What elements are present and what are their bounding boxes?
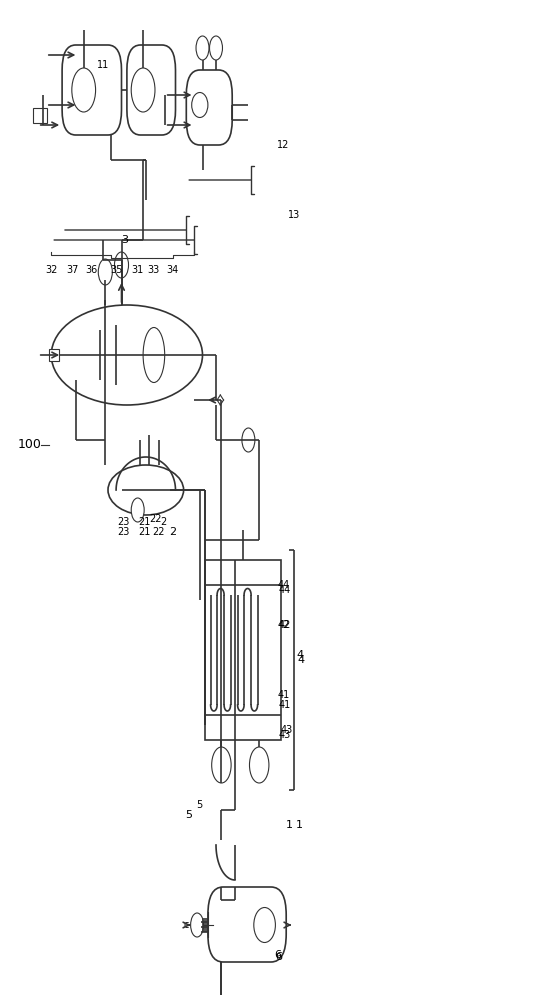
Text: 33: 33 [148,265,160,275]
Text: 42: 42 [279,620,291,630]
FancyBboxPatch shape [127,45,176,135]
Text: 1: 1 [286,820,292,830]
Text: 1: 1 [296,820,303,830]
Text: 6: 6 [276,952,282,962]
Text: 4: 4 [296,650,303,660]
Text: 36: 36 [86,265,98,275]
Text: 44: 44 [279,585,291,595]
Ellipse shape [108,465,184,515]
FancyBboxPatch shape [186,70,232,145]
Text: 32: 32 [45,265,57,275]
Ellipse shape [254,908,275,942]
FancyBboxPatch shape [208,887,286,962]
Text: 22: 22 [149,514,162,524]
Text: 23: 23 [117,517,129,527]
Circle shape [131,498,144,522]
Bar [49,349,59,361]
Text: 3: 3 [121,235,127,245]
Text: 41: 41 [279,700,291,710]
Circle shape [191,913,204,937]
Circle shape [114,252,129,278]
Circle shape [196,36,209,60]
Circle shape [242,428,255,452]
Text: 21: 21 [139,527,151,537]
Text: 31: 31 [132,265,144,275]
Text: 13: 13 [288,210,300,220]
Text: 41: 41 [278,690,289,700]
Text: 5: 5 [196,800,202,810]
Circle shape [98,259,112,285]
Ellipse shape [192,93,208,117]
Text: 23: 23 [117,527,129,537]
Text: 12: 12 [278,140,289,150]
Text: 21: 21 [139,517,151,527]
Circle shape [72,68,96,112]
Text: 5: 5 [186,810,192,820]
Ellipse shape [51,305,202,405]
Circle shape [210,36,222,60]
Text: 35: 35 [110,265,122,275]
Text: 100: 100 [18,438,42,452]
Text: 11: 11 [97,60,109,70]
Text: 22: 22 [152,527,165,537]
Circle shape [131,68,155,112]
Text: 37: 37 [67,265,79,275]
Text: 43: 43 [279,730,291,740]
Text: 2: 2 [169,527,177,537]
Bar [205,560,281,740]
Text: 42: 42 [278,620,289,630]
Text: 44: 44 [278,580,289,590]
Text: 6: 6 [275,950,281,960]
Text: 43: 43 [280,725,292,735]
Text: 4: 4 [297,655,305,665]
Circle shape [249,747,269,783]
Text: 2: 2 [160,517,167,527]
Ellipse shape [143,328,165,382]
Bar [33,108,47,123]
FancyBboxPatch shape [62,45,122,135]
Text: c: c [184,920,189,930]
Circle shape [212,747,231,783]
Text: 34: 34 [167,265,179,275]
